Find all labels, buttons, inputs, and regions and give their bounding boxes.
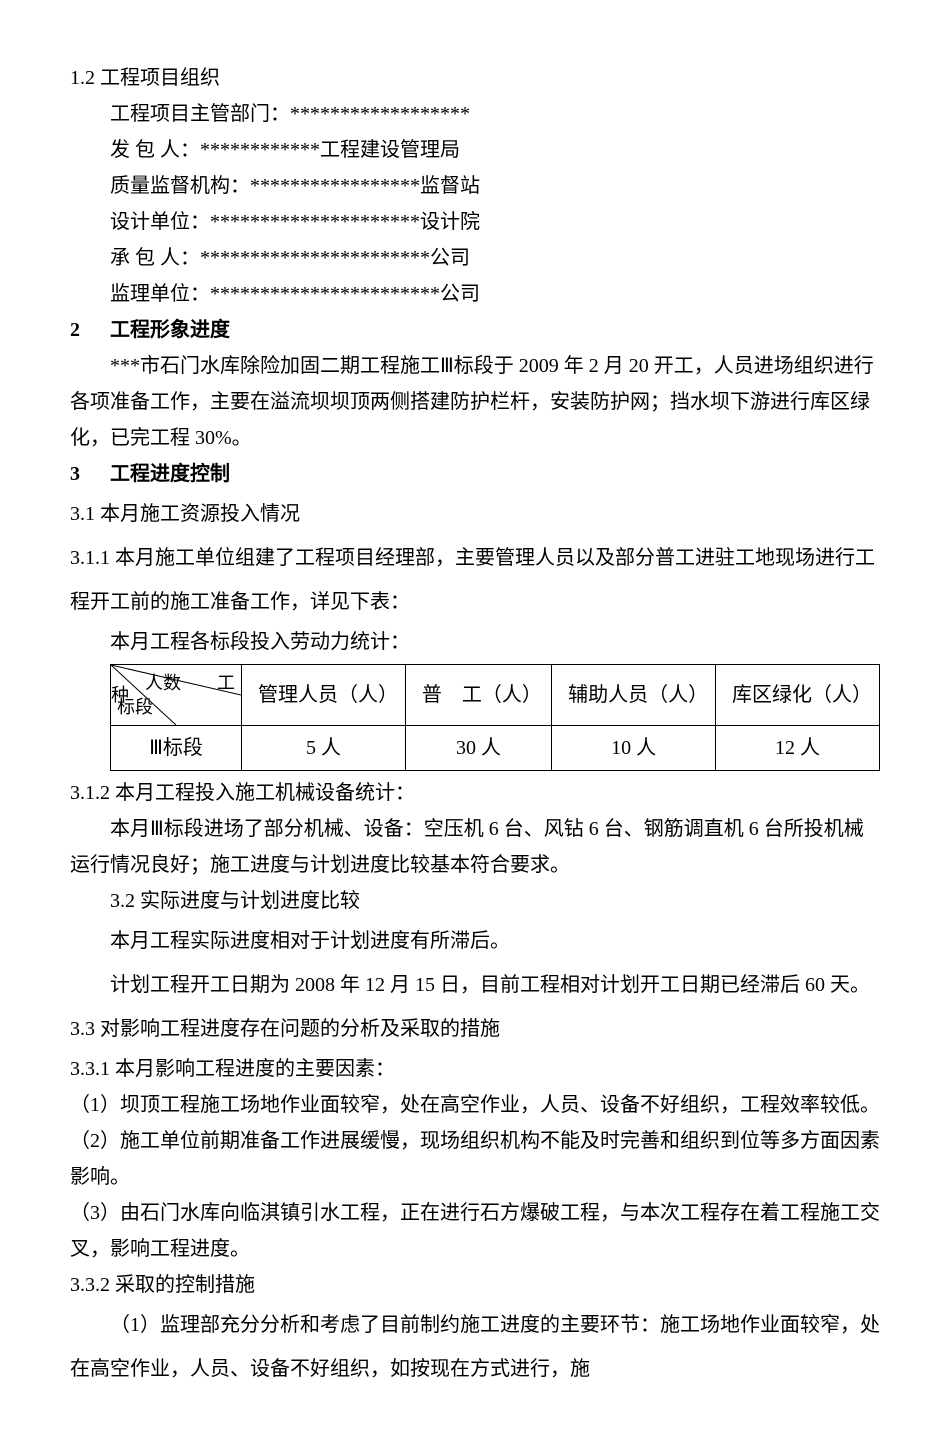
heading-1-2: 1.2 工程项目组织 bbox=[70, 60, 880, 96]
table-cell-1: 5 人 bbox=[242, 726, 406, 771]
table-header-row: 人数 工 种 标段 管理人员（人） 普 工（人） 辅助人员（人） 库区绿化（人） bbox=[111, 665, 880, 726]
diag-top-label: 人数 工 bbox=[145, 667, 235, 699]
heading-3-text: 工程进度控制 bbox=[110, 463, 230, 485]
table-corner-cell: 人数 工 种 标段 bbox=[111, 665, 242, 726]
table-cell-2: 30 人 bbox=[405, 726, 551, 771]
org-line-4: 设计单位：*********************设计院 bbox=[70, 204, 880, 240]
heading-3-1-2: 3.1.2 本月工程投入施工机械设备统计： bbox=[70, 775, 880, 811]
heading-3-3: 3.3 对影响工程进度存在问题的分析及采取的措施 bbox=[70, 1007, 880, 1051]
para-3-3-2-1: （1）监理部充分分析和考虑了目前制约施工进度的主要环节：施工场地作业面较窄，处在… bbox=[70, 1303, 880, 1391]
para-3-2-2: 计划工程开工日期为 2008 年 12 月 15 日，目前工程相对计划开工日期已… bbox=[70, 963, 880, 1007]
table-header-4: 库区绿化（人） bbox=[716, 665, 880, 726]
heading-2-text: 工程形象进度 bbox=[110, 319, 230, 341]
org-line-3: 质量监督机构：*****************监督站 bbox=[70, 168, 880, 204]
table-row-label: Ⅲ标段 bbox=[111, 726, 242, 771]
heading-3-2: 3.2 实际进度与计划进度比较 bbox=[70, 883, 880, 919]
heading-2-num: 2 bbox=[70, 319, 80, 341]
heading-3-3-1: 3.3.1 本月影响工程进度的主要因素： bbox=[70, 1051, 880, 1087]
table-caption: 本月工程各标段投入劳动力统计： bbox=[70, 624, 880, 660]
heading-3-num: 3 bbox=[70, 463, 80, 485]
table-row: Ⅲ标段 5 人 30 人 10 人 12 人 bbox=[111, 726, 880, 771]
section-2-para: ***市石门水库除险加固二期工程施工Ⅲ标段于 2009 年 2 月 20 开工，… bbox=[70, 348, 880, 456]
table-header-1: 管理人员（人） bbox=[242, 665, 406, 726]
heading-3-1: 3.1 本月施工资源投入情况 bbox=[70, 492, 880, 536]
para-3-2-1: 本月工程实际进度相对于计划进度有所滞后。 bbox=[70, 919, 880, 963]
heading-2: 2 工程形象进度 bbox=[70, 312, 880, 348]
org-line-5: 承 包 人：***********************公司 bbox=[70, 240, 880, 276]
table-header-2: 普 工（人） bbox=[405, 665, 551, 726]
para-3-1-2: 本月Ⅲ标段进场了部分机械、设备：空压机 6 台、风钻 6 台、钢筋调直机 6 台… bbox=[70, 811, 880, 883]
org-line-6: 监理单位：***********************公司 bbox=[70, 276, 880, 312]
para-3-3-1-1: （1）坝顶工程施工场地作业面较窄，处在高空作业，人员、设备不好组织，工程效率较低… bbox=[70, 1087, 880, 1123]
table-header-3: 辅助人员（人） bbox=[552, 665, 716, 726]
heading-3: 3 工程进度控制 bbox=[70, 456, 880, 492]
para-3-3-1-2: （2）施工单位前期准备工作进展缓慢，现场组织机构不能及时完善和组织到位等多方面因… bbox=[70, 1123, 880, 1195]
para-3-3-1-3: （3）由石门水库向临淇镇引水工程，正在进行石方爆破工程，与本次工程存在着工程施工… bbox=[70, 1195, 880, 1267]
org-line-1: 工程项目主管部门：****************** bbox=[70, 96, 880, 132]
org-line-2: 发 包 人：************工程建设管理局 bbox=[70, 132, 880, 168]
para-3-1-1: 3.1.1 本月施工单位组建了工程项目经理部，主要管理人员以及部分普工进驻工地现… bbox=[70, 536, 880, 624]
diag-bottom-label: 标段 bbox=[117, 691, 153, 723]
labor-table: 人数 工 种 标段 管理人员（人） 普 工（人） 辅助人员（人） 库区绿化（人）… bbox=[110, 664, 880, 771]
heading-3-3-2: 3.3.2 采取的控制措施 bbox=[70, 1267, 880, 1303]
table-cell-3: 10 人 bbox=[552, 726, 716, 771]
table-cell-4: 12 人 bbox=[716, 726, 880, 771]
